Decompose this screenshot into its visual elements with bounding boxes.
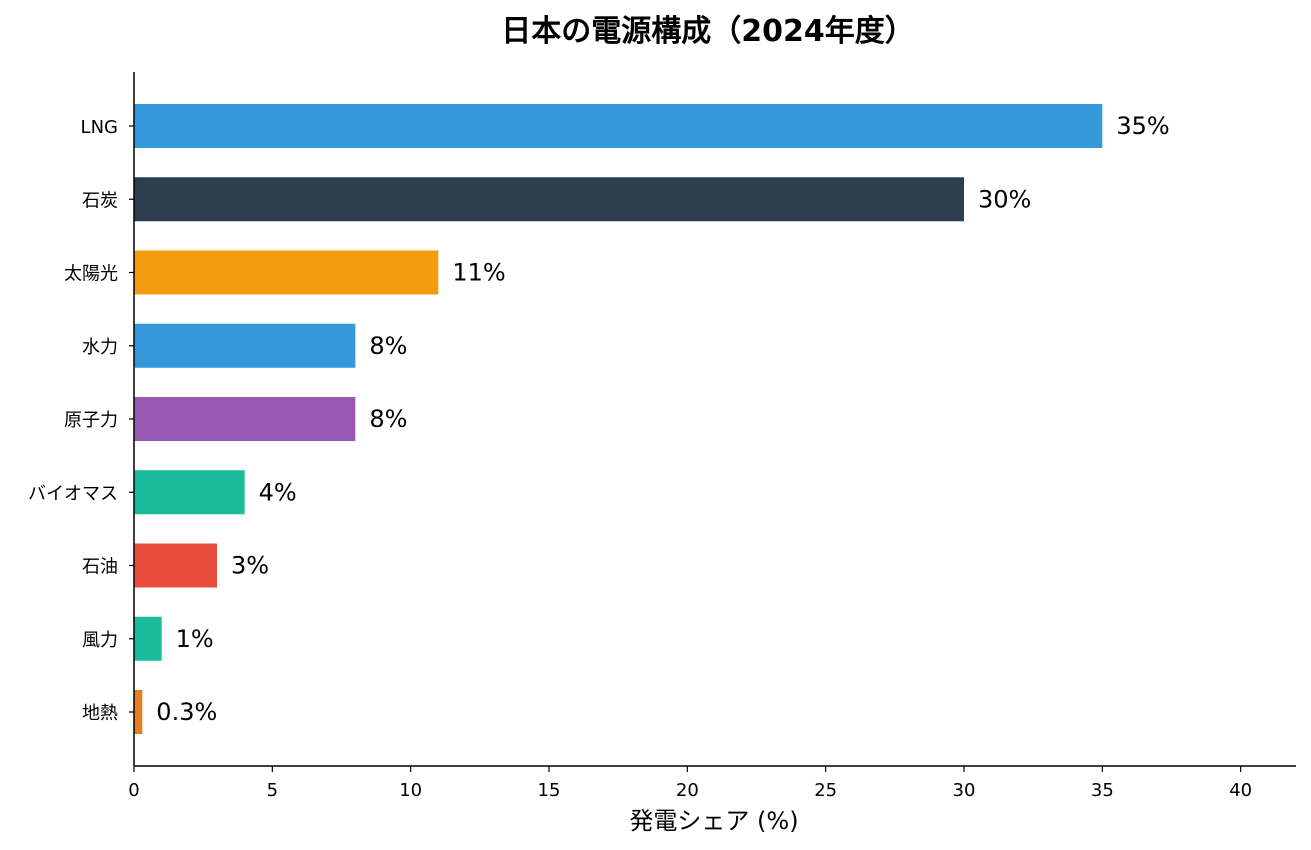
category-label: 水力 <box>82 337 118 358</box>
category-label: LNG <box>81 117 118 138</box>
x-tick-label: 10 <box>399 780 422 801</box>
data-label: 1% <box>176 625 214 653</box>
x-tick-label: 30 <box>953 780 976 801</box>
data-label: 8% <box>369 332 407 360</box>
category-label: 地熱 <box>82 703 118 724</box>
bar-4 <box>134 397 356 441</box>
bar-8 <box>134 690 143 734</box>
data-label: 3% <box>231 552 269 580</box>
category-label: 石炭 <box>82 190 118 211</box>
bar-0 <box>134 104 1103 148</box>
category-label: 原子力 <box>64 410 118 431</box>
data-label: 11% <box>452 259 505 287</box>
x-axis-title: 発電シェア (%) <box>629 807 798 835</box>
data-label: 30% <box>978 185 1031 213</box>
bar-5 <box>134 470 245 515</box>
bar-6 <box>134 543 217 588</box>
bar-7 <box>134 616 162 661</box>
data-labels-group: 35% 30% 11% 8% 8% 4% 3% 1% 0.3% <box>156 112 1169 726</box>
bar-2 <box>134 250 439 295</box>
x-tick-label: 15 <box>538 780 561 801</box>
data-label: 8% <box>369 405 407 433</box>
category-label: 石油 <box>82 557 118 578</box>
category-label: 風力 <box>82 630 118 651</box>
data-label: 4% <box>259 478 297 506</box>
x-tick-label: 5 <box>267 780 278 801</box>
x-axis-ticks-group: 0 5 10 15 20 25 30 35 40 <box>128 766 1252 801</box>
x-tick-label: 40 <box>1229 780 1252 801</box>
category-label: 太陽光 <box>64 264 118 285</box>
data-label: 35% <box>1116 112 1169 140</box>
bar-3 <box>134 323 356 368</box>
x-tick-label: 0 <box>128 780 139 801</box>
bars-group <box>134 104 1103 734</box>
chart-title: 日本の電源構成（2024年度） <box>501 14 915 49</box>
category-label: バイオマス <box>28 483 118 504</box>
x-tick-label: 35 <box>1091 780 1114 801</box>
x-tick-label: 20 <box>676 780 699 801</box>
bar-1 <box>134 177 964 222</box>
data-label: 0.3% <box>156 698 217 726</box>
x-tick-label: 25 <box>814 780 837 801</box>
